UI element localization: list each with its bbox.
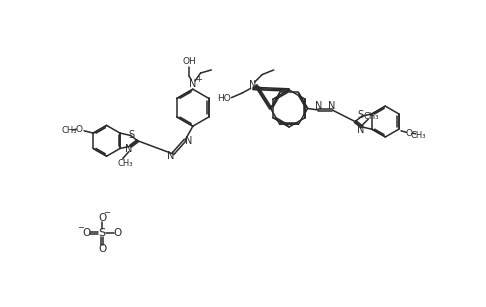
Text: O: O <box>98 243 106 254</box>
Text: N: N <box>315 101 323 111</box>
Text: −: − <box>103 208 110 217</box>
Text: +: + <box>195 76 203 84</box>
Text: CH₃: CH₃ <box>117 159 133 169</box>
Text: N: N <box>167 151 174 161</box>
Text: OH: OH <box>182 57 196 66</box>
Text: N: N <box>125 144 133 154</box>
Text: O: O <box>113 228 122 238</box>
Text: O: O <box>406 129 413 138</box>
Text: CH₃: CH₃ <box>62 126 77 135</box>
Text: −: − <box>77 223 84 232</box>
Text: O: O <box>83 228 91 238</box>
Text: O: O <box>98 213 106 223</box>
Text: O: O <box>76 125 83 134</box>
Text: N: N <box>189 79 196 89</box>
Text: S: S <box>357 110 364 120</box>
Text: N: N <box>249 80 257 90</box>
Text: HO: HO <box>217 94 230 103</box>
Text: CH₃: CH₃ <box>364 112 379 121</box>
Text: N: N <box>328 101 335 111</box>
Text: S: S <box>99 228 105 238</box>
Text: N: N <box>357 125 364 135</box>
Text: CH₃: CH₃ <box>411 131 427 140</box>
Text: +: + <box>256 85 262 95</box>
Text: N: N <box>185 136 192 146</box>
Text: S: S <box>128 130 134 140</box>
